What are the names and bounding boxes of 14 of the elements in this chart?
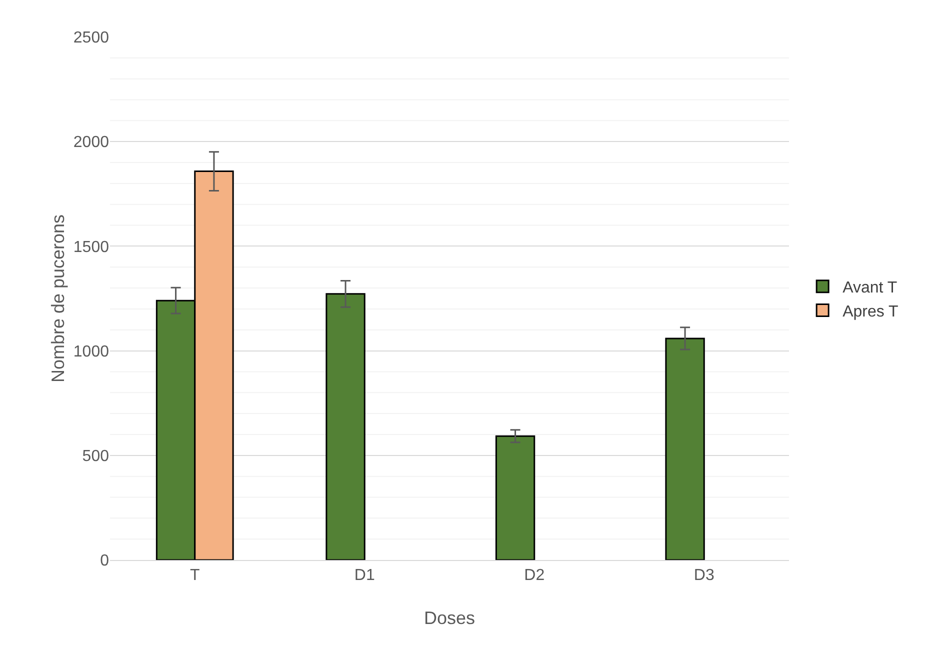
x-tick-label: T [190,567,200,584]
x-tick-label: D3 [694,567,714,584]
y-tick-label: 500 [82,448,110,465]
y-tick-label: 0 [100,552,110,570]
y-tick-label: 2000 [73,134,110,152]
y-axis-title: Nombre de pucerons [48,214,68,383]
x-axis-title: Doses [424,608,476,628]
y-tick-label: 2500 [73,30,110,47]
legend-label: Avant T [842,280,898,297]
legend-label: Apres T [842,303,899,320]
x-tick-label: D2 [524,567,545,584]
y-tick-label: 1000 [73,343,110,360]
x-tick-label: D1 [354,567,375,584]
y-tick-label: 1500 [73,238,110,256]
